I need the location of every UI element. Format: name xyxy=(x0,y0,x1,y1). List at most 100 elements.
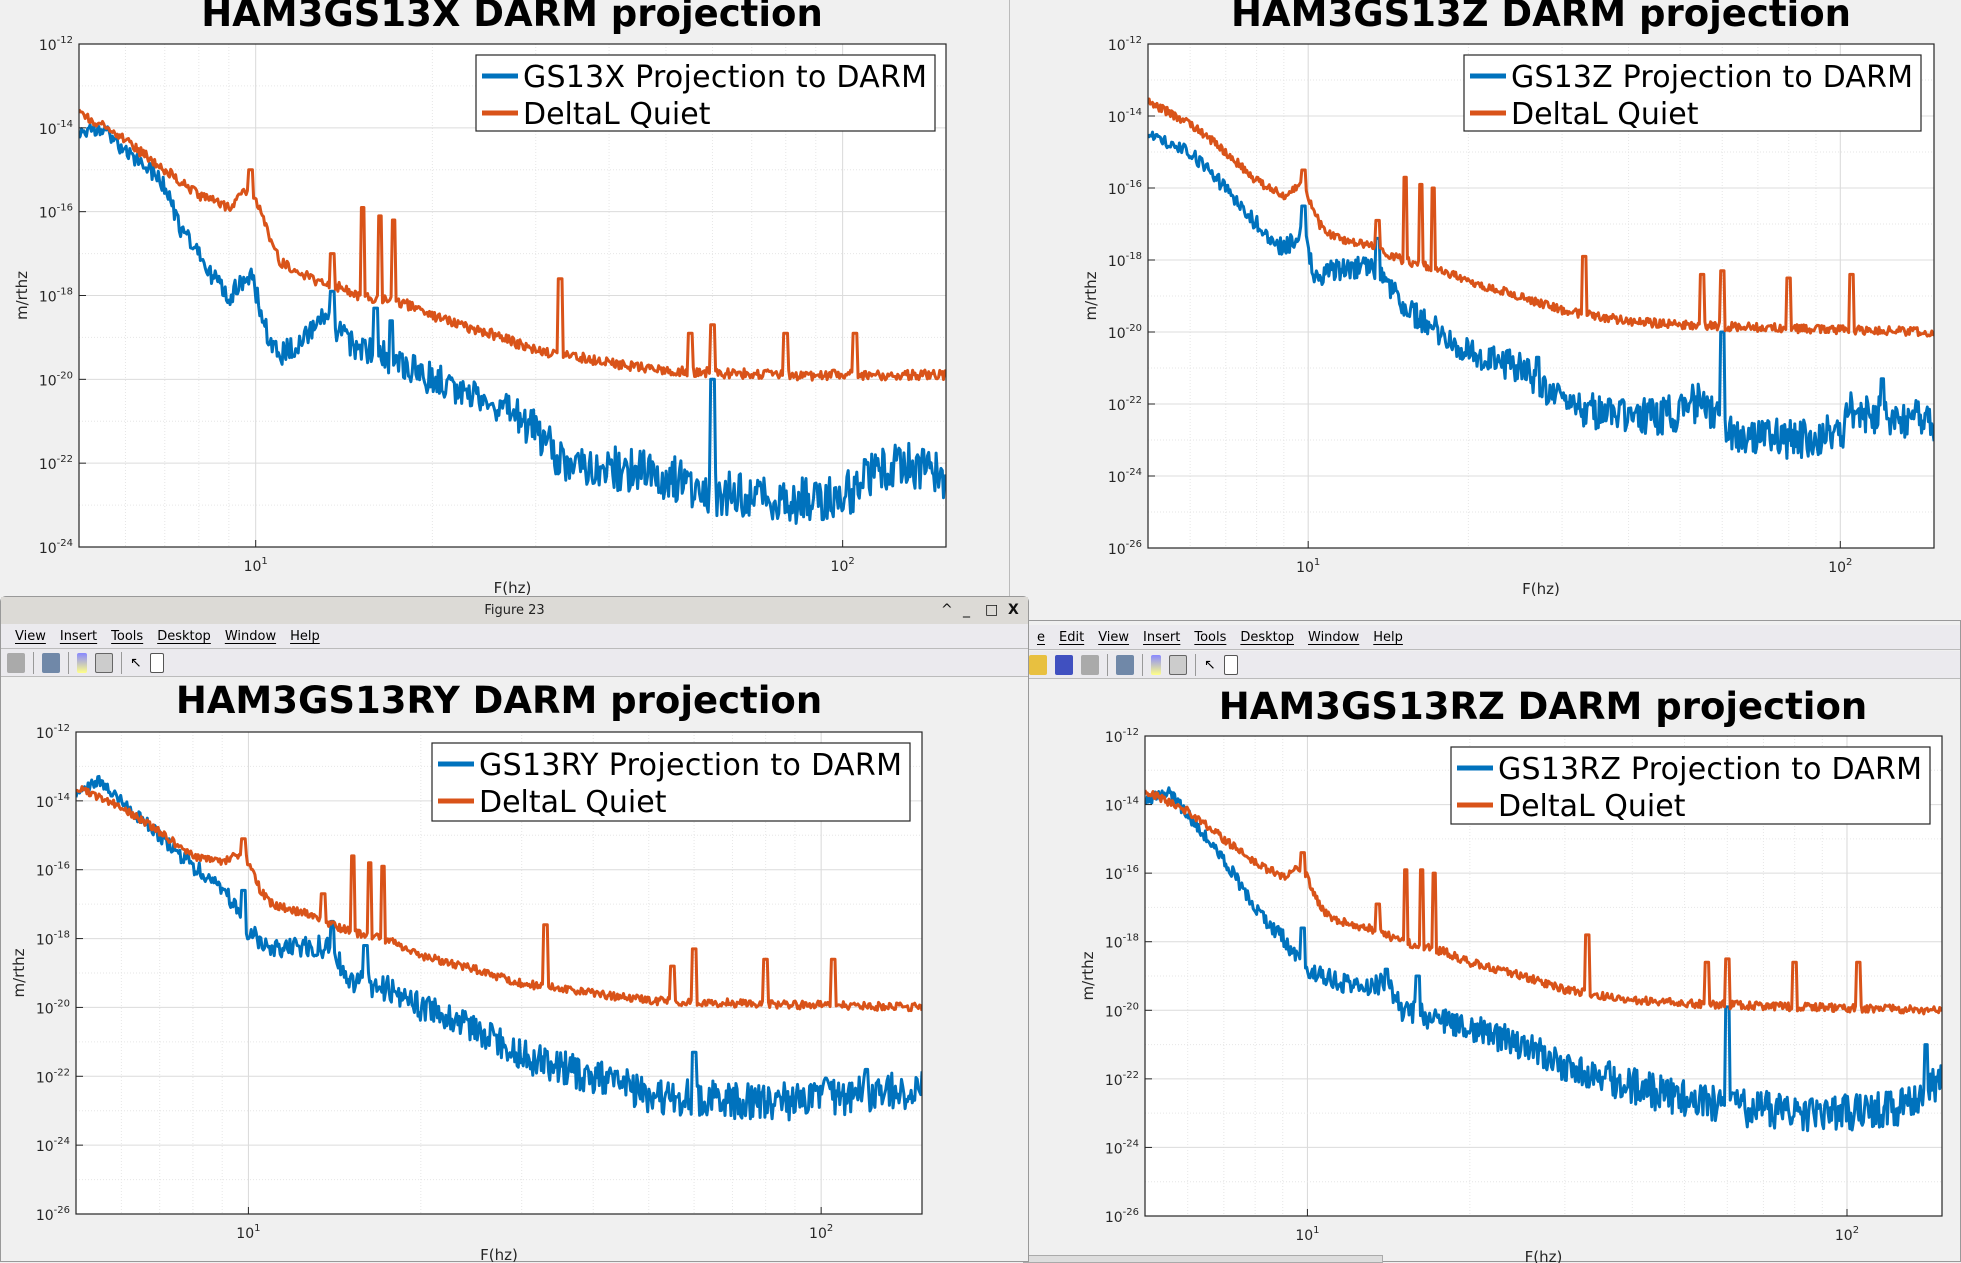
legend-entry: DeltaL Quiet xyxy=(479,785,667,820)
y-tick-label: 10-18 xyxy=(36,930,70,949)
menu-window[interactable]: Window xyxy=(1308,630,1360,645)
menu-desktop[interactable]: Desktop xyxy=(1240,630,1294,645)
plot-title: HAM3GS13Z DARM projection xyxy=(1231,0,1851,35)
y-tick-label: 10-22 xyxy=(1105,1070,1139,1089)
y-tick-label: 10-12 xyxy=(1105,727,1139,746)
menu-window[interactable]: Window xyxy=(224,629,277,644)
x-axis-label: F(hz) xyxy=(480,1246,518,1263)
axes-box xyxy=(1144,735,1943,1217)
legend-entry: DeltaL Quiet xyxy=(1511,97,1699,132)
x-tick-label: 102 xyxy=(831,556,855,575)
collapse-button[interactable]: ^ xyxy=(941,602,953,618)
axes-box xyxy=(75,731,923,1215)
legend-entry: DeltaL Quiet xyxy=(523,97,711,132)
menu-desktop[interactable]: Desktop xyxy=(157,629,211,644)
legend-entry: GS13Z Projection to DARM xyxy=(1511,60,1913,95)
menu-e[interactable]: e xyxy=(1037,630,1045,645)
legend-entry: GS13RY Projection to DARM xyxy=(479,748,902,783)
separator xyxy=(1142,653,1143,676)
y-tick-label: 10-14 xyxy=(36,792,70,811)
y-tick-label: 10-22 xyxy=(36,1067,70,1086)
x-axis-label: F(hz) xyxy=(494,579,532,597)
menu-insert[interactable]: Insert xyxy=(1143,630,1181,645)
figure-gs13x: HAM3GS13X DARM projection 10-12 10-14 10-1… xyxy=(0,0,1010,597)
menu-tools[interactable]: Tools xyxy=(1194,630,1227,645)
legend-box xyxy=(1450,746,1931,825)
y-axis-label: m/rthz xyxy=(1079,951,1097,1000)
menu-bar: View Insert Tools Desktop Window Help xyxy=(1,624,1028,649)
legend-entry: DeltaL Quiet xyxy=(1498,789,1686,824)
x-tick-label: 101 xyxy=(1296,557,1320,576)
figure-window-right: e Edit View Insert Tools Desktop Window Help ↖ … xyxy=(1022,620,1961,1263)
plot-area[interactable]: 10-12 10-14 10-16 10-18 10-20 10-22 10-24 101 10… xyxy=(0,0,1010,597)
y-tick-label: 10-12 xyxy=(39,35,73,54)
y-tick-label: 10-26 xyxy=(36,1205,70,1224)
legend-icon[interactable] xyxy=(1169,654,1187,675)
pointer-icon[interactable]: ↖ xyxy=(130,654,142,671)
y-tick-label: 10-16 xyxy=(1105,864,1139,883)
series-line-deltal xyxy=(76,785,922,1013)
legend-entry: GS13X Projection to DARM xyxy=(523,60,927,95)
colorbar-icon[interactable] xyxy=(77,652,87,673)
y-tick-label: 10-16 xyxy=(1108,179,1142,198)
x-tick-label: 102 xyxy=(809,1223,833,1242)
y-tick-label: 10-20 xyxy=(1108,323,1142,342)
close-button[interactable]: X xyxy=(1008,602,1019,618)
menu-view[interactable]: View xyxy=(1098,630,1130,645)
menu-help[interactable]: Help xyxy=(1373,630,1403,645)
x-tick-label: 102 xyxy=(1835,1225,1859,1244)
toolbar: ↖ xyxy=(1023,651,1960,679)
legend-box xyxy=(1463,54,1922,132)
y-tick-label: 10-20 xyxy=(1105,1001,1139,1020)
link-icon[interactable] xyxy=(42,652,60,673)
x-axis-label: F(hz) xyxy=(1522,580,1560,598)
plot-area[interactable]: 10-12 10-14 10-16 10-18 10-20 10-22 10-24 10-26… xyxy=(1023,621,1961,1263)
print-icon[interactable] xyxy=(7,652,25,673)
y-tick-label: 10-22 xyxy=(39,454,73,473)
y-tick-label: 10-26 xyxy=(1105,1207,1139,1226)
print-icon[interactable] xyxy=(1081,654,1099,675)
plot-area[interactable]: 10-12 10-14 10-16 10-18 10-20 10-22 10-24 10-26… xyxy=(1011,0,1961,620)
plot-title: HAM3GS13RY DARM projection xyxy=(175,679,823,722)
separator xyxy=(68,651,69,674)
separator xyxy=(1195,653,1196,676)
series-line-deltal xyxy=(1145,789,1942,1016)
y-tick-label: 10-20 xyxy=(39,370,73,389)
legend-icon[interactable] xyxy=(95,652,113,673)
maximize-button[interactable]: □ xyxy=(985,602,999,618)
menu-tools[interactable]: Tools xyxy=(111,629,144,644)
y-axis-label: m/rthz xyxy=(13,271,31,320)
y-tick-label: 10-12 xyxy=(1108,35,1142,54)
plot-title: HAM3GS13X DARM projection xyxy=(201,0,823,35)
legend-box xyxy=(475,54,936,132)
minimize-button[interactable]: _ xyxy=(963,602,970,618)
series-line-deltal xyxy=(79,108,946,382)
y-tick-label: 10-24 xyxy=(1108,467,1142,486)
link-icon[interactable] xyxy=(1116,654,1134,675)
plot-title: HAM3GS13RZ DARM projection xyxy=(1218,685,1868,728)
y-tick-label: 10-18 xyxy=(1105,933,1139,952)
menu-view[interactable]: View xyxy=(15,629,46,644)
y-tick-label: 10-14 xyxy=(1105,796,1139,815)
property-editor-icon[interactable] xyxy=(1223,654,1238,675)
y-tick-label: 10-18 xyxy=(1108,251,1142,270)
x-tick-label: 101 xyxy=(244,556,268,575)
y-axis-label: m/rthz xyxy=(1082,271,1100,320)
separator xyxy=(121,651,122,674)
pointer-icon[interactable]: ↖ xyxy=(1204,656,1216,673)
property-editor-icon[interactable] xyxy=(149,652,164,673)
plot-area[interactable]: 10-12 10-14 10-16 10-18 10-20 10-22 10-24 10-26… xyxy=(1,597,1030,1263)
save-icon[interactable] xyxy=(1055,654,1073,675)
menu-help[interactable]: Help xyxy=(290,629,320,644)
y-axis-label: m/rthz xyxy=(10,948,28,997)
y-tick-label: 10-14 xyxy=(39,119,73,138)
colorbar-icon[interactable] xyxy=(1151,654,1161,675)
series-line-deltal xyxy=(1148,97,1934,338)
window-title: Figure 23 xyxy=(1,597,1028,624)
menu-insert[interactable]: Insert xyxy=(59,629,98,644)
open-icon[interactable] xyxy=(1029,654,1047,675)
menu-edit[interactable]: Edit xyxy=(1059,630,1085,645)
